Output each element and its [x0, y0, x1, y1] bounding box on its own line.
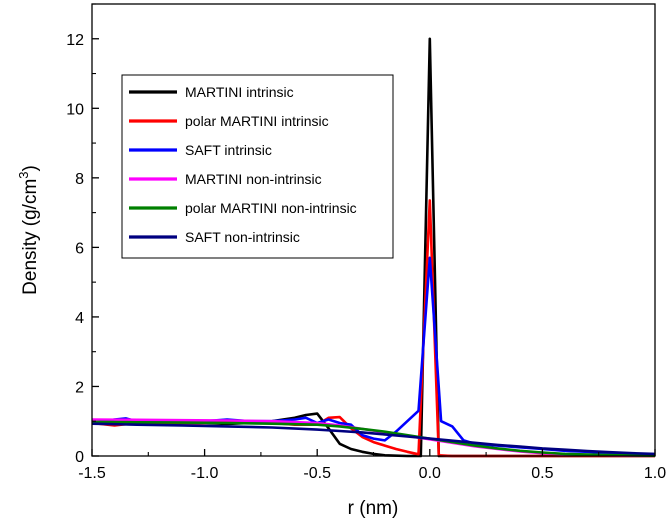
axis-layer: -1.5 -1.0 -0.5 0.0 0.5 1.0 0 2 4 6 8 10 12	[66, 3, 666, 482]
series-layer	[91, 37, 656, 458]
legend-label-1: MARTINI intrinsic	[185, 84, 294, 100]
y-axis-label: Density (g/cm3)	[16, 165, 41, 295]
y-tick-label: 8	[75, 171, 84, 188]
legend-label-5: polar MARTINI non-intrinsic	[185, 200, 357, 216]
legend-box	[121, 74, 394, 259]
legend: MARTINI intrinsic polar MARTINI intrinsic…	[121, 74, 394, 259]
x-tick-label: 0.5	[531, 465, 553, 482]
x-tick-label: -1.5	[78, 465, 106, 482]
y-tick-label: 2	[75, 379, 84, 396]
x-tick-label: 1.0	[644, 465, 666, 482]
legend-label-6: SAFT non-intrinsic	[185, 229, 300, 245]
legend-items: MARTINI intrinsic polar MARTINI intrinsic…	[129, 84, 357, 245]
y-tick-label: 4	[75, 310, 84, 327]
y-tick-label: 0	[75, 449, 84, 466]
x-tick-label: 0.0	[419, 465, 441, 482]
x-axis-label: r (nm)	[348, 498, 399, 519]
x-tick-label: -0.5	[303, 465, 331, 482]
y-axis-label-close: )	[20, 165, 41, 171]
y-axis-label-main: Density (g/cm	[20, 179, 41, 295]
legend-label-3: SAFT intrinsic	[185, 142, 272, 158]
y-axis-label-superscript: 3	[16, 171, 31, 178]
y-tick-label: 6	[75, 240, 84, 257]
y-tick-label: 12	[66, 32, 84, 49]
legend-label-4: MARTINI non-intrinsic	[185, 171, 322, 187]
legend-label-2: polar MARTINI intrinsic	[185, 113, 329, 129]
y-tick-label: 10	[66, 101, 84, 118]
series-line-6	[91, 422, 656, 456]
x-tick-label: -1.0	[191, 465, 219, 482]
